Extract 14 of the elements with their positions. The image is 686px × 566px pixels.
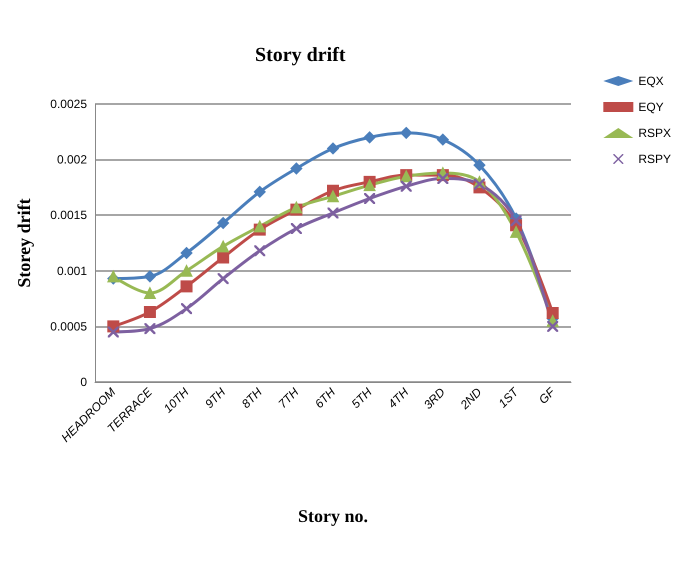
y-tick-label: 0 [80,375,88,389]
legend-label: EQY [638,100,664,114]
y-tick-label: 0.001 [56,264,88,278]
legend-label: RSPX [638,126,672,140]
y-tick-label: 0.0025 [50,97,88,111]
y-axis-title: Storey drift [14,198,34,288]
chart-title: Story drift [255,44,346,66]
x-tick-label: GF [536,384,558,407]
legend-label: EQX [638,74,664,88]
y-tick-label: 0.0015 [50,208,88,222]
y-tick-label: 0.0005 [50,319,88,334]
x-axis-title: Story no. [298,506,368,526]
y-tick-label: 0.002 [56,152,88,167]
legend-label: RSPY [638,152,672,166]
